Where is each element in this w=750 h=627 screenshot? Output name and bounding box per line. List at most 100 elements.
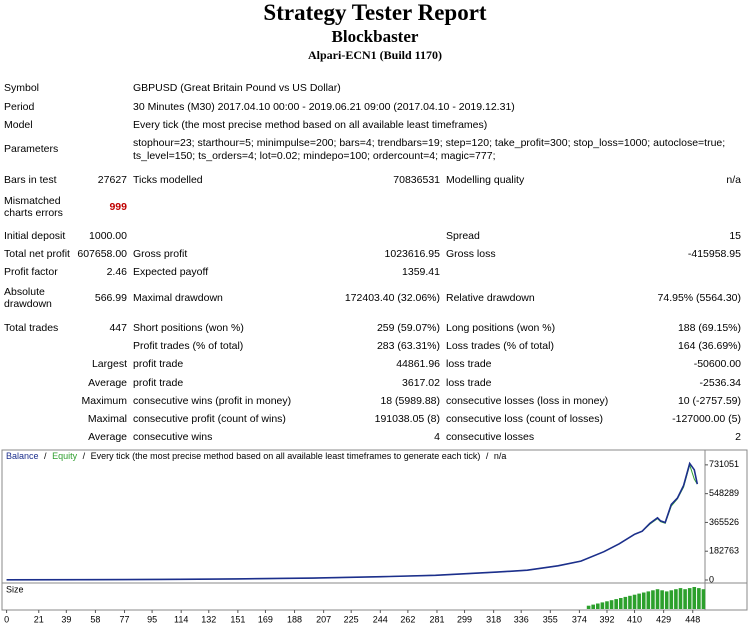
x-tick-label: 429 <box>656 614 671 624</box>
report-title: Strategy Tester Report <box>263 0 487 25</box>
stat-label: Profit trades (% of total) <box>133 340 244 352</box>
stat-label: consecutive profit (count of wins) <box>133 413 286 425</box>
x-tick-label: 95 <box>147 614 157 624</box>
stat-label: Gross loss <box>446 248 496 260</box>
size-bar <box>623 596 628 609</box>
size-bar <box>697 588 701 609</box>
legend-equity: Equity <box>52 451 78 461</box>
size-bar <box>605 601 609 609</box>
stat-value: n/a <box>726 174 741 186</box>
size-bar <box>618 598 623 609</box>
stat-value: 566.99 <box>94 292 127 304</box>
x-tick-label: 58 <box>90 614 100 624</box>
chart: Balance / Equity / Every tick (the most … <box>1 449 748 624</box>
size-bar <box>646 591 651 609</box>
x-tick-label: 281 <box>429 614 444 624</box>
size-bar <box>692 587 697 609</box>
stat-label: Spread <box>446 230 480 242</box>
stat-label: Total trades <box>4 322 59 334</box>
legend-model: Every tick (the most precise method base… <box>91 451 481 461</box>
size-bar <box>641 592 646 609</box>
stat-value: 1359.41 <box>402 266 440 278</box>
size-bar <box>595 603 600 609</box>
report-server: Alpari-ECN1 (Build 1170) <box>307 48 442 62</box>
stat-value: 3617.02 <box>402 377 440 389</box>
size-bar <box>683 589 687 609</box>
stat-value: 283 (63.31%) <box>376 340 440 352</box>
y-tick-label: 182763 <box>709 546 739 556</box>
x-tick-label: 355 <box>543 614 558 624</box>
stat-label: consecutive losses <box>446 431 535 443</box>
x-tick-label: 21 <box>34 614 44 624</box>
chart-frame <box>1 449 748 611</box>
x-tick-label: 0 <box>4 614 9 624</box>
size-bar <box>600 602 605 609</box>
info-label: Period <box>4 101 35 113</box>
x-tick-label: 225 <box>344 614 359 624</box>
stat-value: 447 <box>109 322 127 334</box>
x-tick-label: 77 <box>120 614 130 624</box>
info-value: GBPUSD (Great Britain Pound vs US Dollar… <box>133 82 341 94</box>
stat-value: 1000.00 <box>89 230 127 242</box>
stat-label: Expected payoff <box>133 266 209 278</box>
size-bar <box>586 605 591 609</box>
stat-value: 188 (69.15%) <box>677 322 741 334</box>
stat-label: consecutive losses (loss in money) <box>446 395 609 407</box>
stat-value: 259 (59.07%) <box>376 322 440 334</box>
stat-value: 70836531 <box>393 174 440 186</box>
stat-label: profit trade <box>133 377 184 389</box>
stat-label: Total net profit <box>4 248 70 260</box>
stat-value: 10 (-2757.59) <box>677 395 741 407</box>
size-bar <box>614 599 618 609</box>
report-subtitle: Blockbaster <box>331 27 419 46</box>
x-tick-label: 336 <box>514 614 529 624</box>
x-tick-label: 207 <box>316 614 331 624</box>
stat-label: Profit factor <box>4 266 58 278</box>
x-tick-label: 374 <box>572 614 587 624</box>
stat-value: 4 <box>434 431 440 443</box>
x-tick-label: 318 <box>486 614 501 624</box>
legend: Balance / Equity / Every tick (the most … <box>6 451 506 461</box>
stat-value: 2.46 <box>106 266 127 278</box>
stat-value: Average <box>88 431 127 443</box>
x-tick-label: 392 <box>599 614 614 624</box>
size-bar <box>664 591 669 609</box>
stat-value: Largest <box>91 358 127 370</box>
info-value: Every tick (the most precise method base… <box>133 119 488 131</box>
y-tick-label: 0 <box>709 574 714 584</box>
stat-value: 74.95% (5564.30) <box>657 292 741 304</box>
stat-label: Ticks modelled <box>133 174 203 186</box>
stat-value: 15 <box>729 230 741 242</box>
y-tick-label: 731051 <box>709 459 739 469</box>
stat-label: Modelling quality <box>446 174 525 186</box>
stat-value: 1023616.95 <box>384 248 440 260</box>
size-bar <box>678 588 683 609</box>
x-tick-label: 299 <box>457 614 472 624</box>
stat-value: -50600.00 <box>693 358 741 370</box>
stat-label: Long positions (won %) <box>446 322 556 334</box>
stat-label: Relative drawdown <box>446 292 535 304</box>
y-tick-label: 548289 <box>709 488 739 498</box>
size-bar <box>628 595 632 609</box>
stat-value: Average <box>88 377 127 389</box>
stat-label: Initial deposit <box>4 230 66 242</box>
stat-value: 27627 <box>97 174 127 186</box>
x-tick-label: 262 <box>400 614 415 624</box>
size-bar <box>701 589 706 609</box>
stat-label: consecutive wins (profit in money) <box>133 395 292 407</box>
size-bar <box>655 589 660 609</box>
series-line <box>6 461 699 581</box>
x-tick-label: 114 <box>174 614 188 624</box>
stat-value: Maximum <box>81 395 127 407</box>
stat-value: 2 <box>735 431 741 443</box>
size-bar <box>632 594 637 609</box>
stat-label: Gross profit <box>133 248 188 260</box>
stat-value: -415958.95 <box>687 248 741 260</box>
size-bar <box>660 590 664 609</box>
stat-label: Mismatched charts errors <box>4 195 63 219</box>
legend-sep: / <box>44 451 47 461</box>
size-bar <box>669 590 674 609</box>
stat-value: 44861.96 <box>396 358 440 370</box>
stat-value: -2536.34 <box>699 377 741 389</box>
stat-label: Loss trades (% of total) <box>446 340 554 352</box>
